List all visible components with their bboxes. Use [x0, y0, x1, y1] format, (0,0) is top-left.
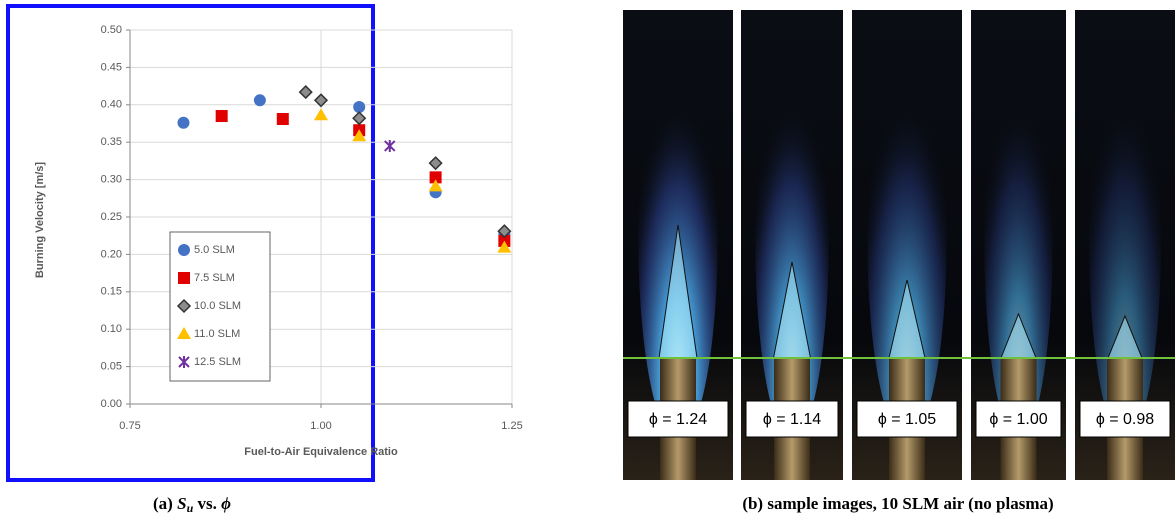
legend-marker: [177, 327, 191, 339]
y-tick-label: 0.50: [101, 24, 122, 36]
point: [314, 108, 328, 121]
caption-middle: vs.: [198, 494, 217, 513]
x-tick-label: 1.25: [501, 420, 522, 432]
point: [313, 93, 329, 108]
point: [384, 139, 396, 152]
flame-glow: [984, 40, 1053, 440]
legend-label: 11.0 SLM: [194, 328, 240, 340]
point: [253, 94, 266, 107]
point: [497, 224, 512, 239]
legend-marker: [178, 272, 190, 284]
photo-panel: ϕ = 1.05: [852, 10, 962, 480]
panel-label: ϕ = 1.05: [878, 411, 936, 428]
label-box: [745, 400, 839, 438]
label-box: [856, 400, 958, 438]
label-box: [627, 400, 729, 438]
caption-b: (b) sample images, 10 SLM air (no plasma…: [742, 494, 1053, 513]
y-axis-label: Burning Velocity [m/s]: [34, 162, 46, 278]
panel-label: ϕ = 1.14: [763, 411, 821, 428]
point: [429, 171, 442, 184]
label-box: [1079, 400, 1171, 438]
y-tick-label: 0.30: [101, 174, 122, 186]
caption-a: (a) Su vs. ϕ: [153, 494, 231, 517]
y-tick-label: 0.15: [101, 286, 122, 298]
x-axis-label: Fuel-to-Air Equivalence Ratio: [244, 446, 398, 458]
caption-subscript: u: [187, 501, 194, 515]
point: [428, 156, 443, 171]
panel-label: ϕ = 0.98: [1096, 411, 1154, 428]
point: [298, 85, 313, 100]
y-tick-label: 0.35: [101, 136, 122, 148]
caption-symbol: S: [177, 494, 186, 513]
point: [276, 113, 289, 126]
y-tick-label: 0.10: [101, 323, 122, 335]
flame-glow: [1089, 40, 1161, 440]
caption-phi: ϕ: [221, 494, 231, 513]
point: [428, 179, 443, 192]
point: [177, 116, 190, 129]
x-tick-label: 1.00: [310, 420, 331, 432]
point: [215, 110, 228, 123]
panel-label: ϕ = 1.00: [989, 411, 1047, 428]
photo-panel: ϕ = 1.24: [623, 10, 733, 480]
legend-label: 7.5 SLM: [194, 272, 235, 284]
legend-marker: [176, 298, 192, 314]
photo-strip: ϕ = 1.24 ϕ = 1.14 ϕ = 1.05 ϕ = 1.00 ϕ = 0.98: [623, 10, 1175, 480]
y-tick-label: 0.25: [101, 211, 122, 223]
point: [497, 240, 512, 253]
legend-label: 10.0 SLM: [194, 300, 241, 312]
caption-label: (a): [153, 494, 173, 513]
y-tick-label: 0.40: [101, 99, 122, 111]
y-tick-label: 0.05: [101, 361, 122, 373]
photo-panel: ϕ = 0.98: [1075, 10, 1175, 480]
legend-marker: [178, 356, 190, 368]
legend-marker: [178, 244, 190, 256]
point: [353, 101, 366, 114]
photo-panel: ϕ = 1.14: [741, 10, 843, 480]
y-tick-label: 0.00: [101, 398, 122, 410]
y-tick-label: 0.45: [101, 61, 122, 73]
legend-label: 5.0 SLM: [194, 244, 235, 256]
y-tick-label: 0.20: [101, 248, 122, 260]
legend-label: 12.5 SLM: [194, 356, 241, 368]
panel-label: ϕ = 1.24: [649, 411, 707, 428]
photo-panel: ϕ = 1.00: [971, 10, 1066, 480]
flame-glow: [755, 40, 829, 440]
point: [352, 129, 367, 142]
point: [352, 111, 367, 126]
flame-glow: [867, 40, 947, 440]
plot-area: 0.00 0.05 0.10 0.15 0.20 0.25 0.30 0.35 0.40 0.45…: [101, 24, 523, 432]
x-tick-label: 0.75: [119, 420, 140, 432]
label-box: [975, 400, 1062, 438]
